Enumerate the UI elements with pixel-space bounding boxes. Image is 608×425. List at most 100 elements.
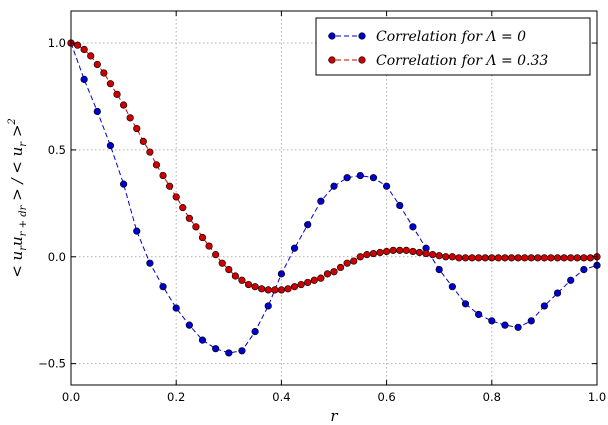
- data-point: [540, 302, 549, 310]
- legend-label: Correlation for Λ = 0.33: [376, 53, 548, 69]
- data-point: [113, 90, 121, 98]
- data-point: [238, 276, 246, 284]
- data-point: [231, 272, 239, 280]
- data-point: [402, 246, 410, 254]
- data-point: [580, 265, 588, 274]
- data-point: [415, 248, 424, 257]
- data-point: [290, 283, 299, 291]
- data-point: [80, 45, 88, 54]
- data-point: [172, 193, 180, 201]
- data-point: [521, 254, 529, 262]
- data-point: [258, 285, 266, 293]
- data-point: [553, 254, 562, 262]
- data-point: [376, 248, 384, 257]
- data-point: [494, 254, 502, 262]
- data-point: [488, 317, 496, 325]
- data-point: [159, 283, 167, 291]
- data-point: [146, 148, 154, 156]
- data-point: [514, 323, 522, 331]
- ylabel-sup-2: 2: [7, 118, 18, 125]
- data-point: [106, 80, 115, 88]
- data-point: [422, 249, 430, 258]
- data-point: [198, 336, 207, 344]
- ylabel-sub-rdr: r + dr: [18, 204, 29, 236]
- x-tick-label: 0.0: [62, 390, 80, 404]
- y-tick-label: 0.5: [48, 143, 66, 157]
- series-2: [67, 39, 601, 294]
- axis-ticks: [70, 11, 598, 385]
- data-point: [573, 254, 581, 262]
- data-point: [218, 259, 226, 267]
- data-point: [172, 304, 180, 312]
- data-point: [481, 254, 489, 262]
- y-axis-label-text: < urur + dr > / < ur >2: [7, 118, 29, 278]
- ylabel-lt-1: <: [8, 265, 26, 278]
- x-tick-label: 1.0: [588, 390, 606, 404]
- data-point: [146, 259, 154, 267]
- legend-entry-1: Correlation for Λ = 0: [328, 29, 526, 45]
- data-point: [192, 223, 200, 231]
- data-point: [304, 278, 312, 287]
- legend-marker: [358, 56, 366, 64]
- data-point: [297, 280, 305, 289]
- data-point: [93, 60, 101, 69]
- data-point: [475, 310, 483, 319]
- data-point: [350, 257, 358, 265]
- data-point: [547, 254, 555, 262]
- data-point: [442, 253, 450, 261]
- data-point: [468, 254, 476, 262]
- data-point: [185, 214, 193, 222]
- data-point: [330, 268, 338, 276]
- data-point: [396, 201, 404, 210]
- ylabel-gt-1: > / <: [8, 156, 26, 205]
- data-point: [185, 321, 193, 329]
- data-point: [435, 265, 443, 274]
- data-point: [343, 259, 351, 267]
- data-point: [264, 302, 272, 310]
- plot-frame: [70, 10, 598, 386]
- data-point: [277, 286, 286, 294]
- series-layer: [67, 39, 601, 357]
- data-point: [244, 280, 253, 289]
- legend-marker: [328, 32, 336, 40]
- data-point: [356, 171, 364, 180]
- data-point: [448, 253, 456, 261]
- data-point: [586, 254, 595, 262]
- data-point: [330, 182, 338, 190]
- data-point: [501, 254, 509, 262]
- legend-marker: [358, 32, 366, 40]
- data-point: [507, 254, 516, 262]
- data-point: [225, 265, 233, 274]
- data-point: [429, 251, 437, 259]
- data-point: [383, 247, 391, 256]
- data-point: [343, 174, 351, 182]
- data-point: [461, 254, 470, 262]
- data-point: [580, 254, 588, 262]
- data-point: [356, 253, 364, 261]
- data-point: [212, 251, 220, 259]
- data-point: [205, 242, 213, 250]
- data-point: [271, 286, 279, 294]
- data-point: [93, 107, 101, 116]
- data-point: [540, 254, 549, 262]
- ylabel-gt-2: >: [8, 125, 26, 142]
- ylabel-u3: u: [8, 147, 26, 157]
- data-point: [198, 233, 207, 242]
- data-point: [448, 283, 456, 291]
- data-point: [317, 197, 325, 205]
- legend-label: Correlation for Λ = 0: [376, 29, 526, 45]
- data-point: [310, 276, 318, 284]
- x-tick-label: 0.4: [272, 390, 290, 404]
- data-point: [409, 247, 417, 256]
- data-point: [119, 180, 128, 188]
- data-point: [179, 204, 187, 212]
- data-point: [560, 254, 568, 262]
- x-axis-label: r: [330, 407, 338, 425]
- data-point: [527, 317, 535, 325]
- data-point: [567, 276, 575, 284]
- data-point: [238, 347, 246, 355]
- data-point: [87, 52, 95, 60]
- x-tick-label: 0.2: [167, 390, 185, 404]
- ylabel-u2: u: [8, 236, 26, 246]
- data-point: [527, 254, 535, 262]
